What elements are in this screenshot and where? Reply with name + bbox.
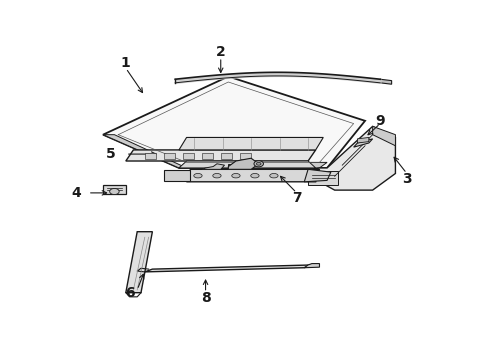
Polygon shape bbox=[164, 170, 190, 181]
Polygon shape bbox=[179, 162, 327, 168]
Polygon shape bbox=[103, 76, 365, 168]
Ellipse shape bbox=[270, 174, 278, 178]
Polygon shape bbox=[103, 185, 126, 194]
Ellipse shape bbox=[251, 174, 259, 178]
Polygon shape bbox=[202, 164, 224, 169]
Ellipse shape bbox=[254, 161, 264, 167]
Polygon shape bbox=[126, 232, 152, 293]
Polygon shape bbox=[145, 153, 156, 159]
Ellipse shape bbox=[232, 174, 240, 178]
Polygon shape bbox=[103, 135, 187, 168]
Polygon shape bbox=[179, 161, 316, 168]
Ellipse shape bbox=[194, 174, 202, 178]
Polygon shape bbox=[354, 139, 372, 147]
Polygon shape bbox=[372, 126, 395, 146]
Text: 9: 9 bbox=[375, 114, 385, 128]
Polygon shape bbox=[228, 158, 259, 169]
Polygon shape bbox=[187, 169, 319, 182]
Polygon shape bbox=[308, 171, 339, 185]
Ellipse shape bbox=[110, 188, 119, 194]
Text: 5: 5 bbox=[106, 147, 116, 161]
Polygon shape bbox=[304, 169, 331, 182]
Text: 2: 2 bbox=[216, 45, 225, 59]
Polygon shape bbox=[304, 264, 319, 268]
Text: 7: 7 bbox=[292, 192, 301, 206]
Polygon shape bbox=[308, 126, 395, 190]
Polygon shape bbox=[126, 150, 316, 161]
Polygon shape bbox=[228, 164, 244, 169]
Polygon shape bbox=[358, 138, 369, 143]
Text: 4: 4 bbox=[72, 186, 81, 200]
Polygon shape bbox=[220, 153, 232, 159]
Polygon shape bbox=[145, 265, 312, 272]
Polygon shape bbox=[380, 79, 392, 84]
Polygon shape bbox=[240, 153, 251, 159]
Polygon shape bbox=[183, 153, 194, 159]
Polygon shape bbox=[202, 153, 213, 159]
Text: 3: 3 bbox=[402, 172, 412, 186]
Text: 1: 1 bbox=[121, 55, 131, 69]
Ellipse shape bbox=[256, 162, 261, 165]
Polygon shape bbox=[164, 153, 175, 159]
Ellipse shape bbox=[213, 174, 221, 178]
Polygon shape bbox=[179, 138, 323, 150]
Text: 6: 6 bbox=[125, 286, 134, 300]
Text: 8: 8 bbox=[201, 291, 210, 305]
